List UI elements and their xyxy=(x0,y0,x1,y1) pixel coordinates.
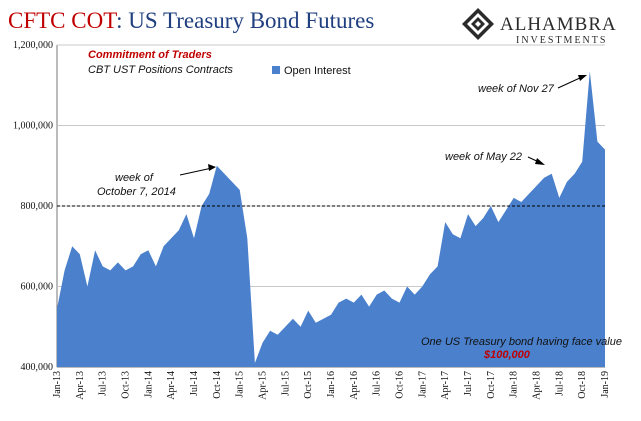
y-tick-label: 1,000,000 xyxy=(13,121,53,132)
x-tick-label: Apr-17 xyxy=(440,371,451,400)
y-tick-label: 800,000 xyxy=(21,201,54,212)
arrow-october-2014 xyxy=(179,167,213,176)
x-tick-label: Jul-14 xyxy=(189,371,200,396)
x-tick-labels: Jan-13 Apr-13 Jul-13 Oct-13 Jan-14 Apr-14 Jul-… xyxy=(52,371,611,400)
x-tick-label: Jul-13 xyxy=(98,371,109,396)
x-tick-label: Jan-18 xyxy=(509,371,520,398)
open-interest-area xyxy=(57,71,605,367)
annotation-face-value: One US Treasury bond having face value xyxy=(421,336,622,348)
annotation-week-of-may-22: week of May 22 xyxy=(445,151,522,163)
arrowhead-october-2014 xyxy=(208,164,216,171)
x-tick-label: Oct-14 xyxy=(212,371,223,399)
logo-diamond-icon xyxy=(462,8,494,40)
alhambra-logo: ALHAMBRA INVESTMENTS xyxy=(462,8,617,46)
annotation-face-value-amount: $100,000 xyxy=(483,349,531,361)
y-tick-label: 400,000 xyxy=(21,362,54,373)
arrowhead-nov-27 xyxy=(578,75,587,81)
x-tick-label: Jan-15 xyxy=(235,371,246,398)
x-tick-label: Apr-13 xyxy=(75,371,86,400)
x-tick-label: Jul-18 xyxy=(554,371,565,396)
x-tick-label: Jan-14 xyxy=(143,371,154,398)
x-tick-label: Apr-14 xyxy=(166,371,177,400)
x-tick-label: Jan-16 xyxy=(326,371,337,398)
title-cftc-cot: CFTC COT xyxy=(8,8,117,33)
subtitle-commitment-of-traders: Commitment of Traders xyxy=(88,49,212,61)
logo-subtitle: INVESTMENTS xyxy=(516,35,607,46)
logo-name: ALHAMBRA xyxy=(500,14,617,35)
title-us-treasury: : US Treasury Bond Futures xyxy=(116,8,374,33)
x-tick-label: Apr-16 xyxy=(349,371,360,400)
chart-title: CFTC COT: US Treasury Bond Futures xyxy=(8,8,374,33)
x-tick-label: Oct-17 xyxy=(486,371,497,399)
x-tick-label: Jan-19 xyxy=(600,371,611,398)
legend-label-open-interest: Open Interest xyxy=(284,65,351,77)
x-tick-label: Jul-15 xyxy=(280,371,291,396)
x-tick-label: Apr-18 xyxy=(532,371,543,400)
legend-swatch xyxy=(272,66,280,74)
x-tick-label: Oct-13 xyxy=(121,371,132,399)
x-tick-label: Apr-15 xyxy=(258,371,269,400)
annotation-october-7-2014: October 7, 2014 xyxy=(97,186,176,198)
x-tick-label: Jan-13 xyxy=(52,371,63,398)
annotation-week-of-nov-27: week of Nov 27 xyxy=(478,83,555,95)
arrowhead-may-22 xyxy=(535,158,545,165)
x-tick-label: Jul-17 xyxy=(463,371,474,396)
x-tick-label: Jul-16 xyxy=(372,371,383,396)
y-tick-label: 1,200,000 xyxy=(13,40,53,51)
x-tick-label: Oct-18 xyxy=(577,371,588,399)
annotation-week-of: week of xyxy=(115,172,154,184)
subtitle-cbt-ust: CBT UST Positions Contracts xyxy=(88,64,233,76)
x-tick-label: Oct-16 xyxy=(395,371,406,399)
arrow-nov-27 xyxy=(557,76,583,89)
y-tick-label: 600,000 xyxy=(21,282,54,293)
y-tick-labels: 400,000 600,000 800,000 1,000,000 1,200,000 xyxy=(13,40,53,373)
x-tick-label: Oct-15 xyxy=(303,371,314,399)
x-tick-label: Jan-17 xyxy=(417,371,428,398)
